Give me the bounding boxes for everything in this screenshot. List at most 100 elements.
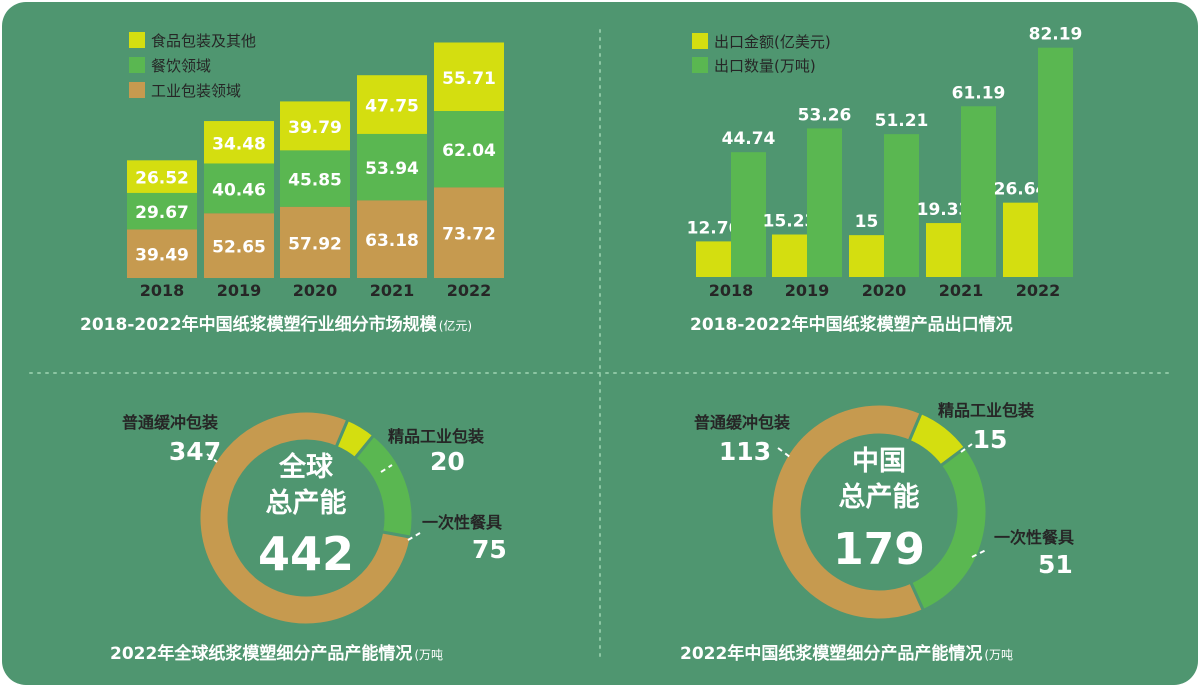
legend-label: 餐饮领域: [151, 57, 211, 75]
x-tick-label: 2019: [217, 281, 262, 300]
legend-swatch: [129, 82, 145, 98]
bar-value-label: 15: [855, 212, 879, 232]
x-tick-label: 2021: [939, 281, 984, 300]
bar: [961, 106, 996, 277]
bar-value-label: 53.26: [798, 105, 852, 125]
label-leader-line: [206, 453, 218, 463]
stacked-bar-segment: [204, 163, 274, 214]
bar-value-label: 53.94: [365, 159, 419, 179]
slice-name-label: 精品工业包装: [938, 401, 1034, 420]
donut-slice: [197, 409, 413, 627]
chart-unit: (亿元): [439, 318, 472, 333]
stacked-bar-segment: [204, 213, 274, 278]
chart-title: 2022年中国纸浆模塑细分产品产能情况: [680, 643, 982, 664]
donut-slice: [769, 402, 926, 622]
donut-center-label: 总产能: [839, 481, 920, 513]
bar-value-label: 44.74: [722, 129, 776, 149]
legend-label: 工业包装领域: [151, 82, 241, 100]
label-leader-line: [960, 443, 973, 453]
label-leader-line: [380, 464, 393, 473]
bar: [731, 152, 766, 277]
donut-total-value: 442: [258, 527, 354, 581]
donut-center-label: 中国: [852, 446, 906, 477]
slice-value-label: 15: [973, 425, 1008, 454]
label-leader-line: [777, 447, 791, 458]
bar: [884, 134, 919, 277]
bar-value-label: 55.71: [442, 69, 496, 89]
stacked-bar-segment: [280, 150, 350, 207]
stacked-bar-segment: [127, 160, 197, 193]
bar-value-label: 45.85: [288, 171, 342, 191]
legend-label: 出口数量(万吨): [714, 57, 816, 75]
donut-center-label: 全球: [278, 451, 334, 483]
bar-value-label: 61.19: [952, 83, 1006, 103]
bar-value-label: 19.33: [917, 200, 971, 220]
bar-value-label: 52.65: [212, 238, 266, 258]
legend-label: 食品包装及其他: [151, 32, 256, 50]
x-tick-label: 2020: [862, 281, 907, 300]
chart-title: 2022年全球纸浆模塑细分产品产能情况: [110, 643, 412, 664]
slice-value-label: 347: [169, 437, 221, 466]
bar-value-label: 39.79: [288, 118, 342, 138]
stacked-bar-segment: [357, 133, 427, 201]
slice-name-label: 一次性餐具: [994, 528, 1074, 547]
label-leader-line: [407, 532, 421, 541]
x-tick-label: 2018: [140, 281, 185, 300]
slice-name-label: 精品工业包装: [388, 427, 484, 446]
stacked-bar-segment: [434, 187, 504, 278]
stacked-bar-segment: [434, 111, 504, 188]
slice-name-label: 一次性餐具: [422, 513, 502, 532]
stacked-bar-segment: [434, 42, 504, 112]
stacked-bar-segment: [357, 75, 427, 134]
chart-unit: (万吨: [414, 648, 443, 662]
bar: [1038, 47, 1073, 278]
bar-value-label: 47.75: [365, 97, 419, 117]
bar-value-label: 12.76: [687, 218, 741, 238]
stacked-bar-segment: [357, 200, 427, 278]
stacked-bar-segment: [127, 229, 197, 278]
stacked-bar-segment: [204, 121, 274, 164]
legend-swatch: [692, 57, 708, 73]
x-tick-label: 2022: [1016, 281, 1061, 300]
slice-value-label: 75: [472, 535, 507, 564]
bar-value-label: 63.18: [365, 231, 419, 251]
bar: [696, 241, 731, 277]
x-tick-label: 2021: [370, 281, 415, 300]
stacked-bar-segment: [127, 192, 197, 230]
legend-swatch: [129, 32, 145, 48]
slice-value-label: 113: [719, 437, 771, 466]
chart-unit: (万吨: [984, 648, 1013, 662]
bar-value-label: 57.92: [288, 234, 342, 254]
bar-value-label: 26.64: [994, 180, 1048, 200]
bar-value-label: 34.48: [212, 134, 266, 154]
bar-value-label: 82.19: [1029, 25, 1083, 45]
bar-value-label: 51.21: [875, 111, 929, 131]
slice-name-label: 普通缓冲包装: [694, 413, 790, 432]
chart-title: 2018-2022年中国纸浆模塑行业细分市场规模: [80, 314, 438, 335]
donut-center-label: 总产能: [266, 487, 347, 519]
x-tick-label: 2019: [785, 281, 830, 300]
bar: [926, 223, 961, 277]
bar: [772, 234, 807, 277]
bar-value-label: 40.46: [212, 180, 266, 200]
bar: [807, 128, 842, 277]
bar-value-label: 39.49: [135, 246, 189, 266]
x-tick-label: 2022: [447, 281, 492, 300]
bar-value-label: 62.04: [442, 141, 496, 161]
x-tick-label: 2018: [709, 281, 754, 300]
legend-swatch: [692, 33, 708, 49]
x-tick-label: 2020: [293, 281, 338, 300]
donut-total-value: 179: [833, 524, 925, 575]
slice-name-label: 普通缓冲包装: [122, 413, 218, 432]
bar-value-label: 15.23: [763, 212, 817, 232]
stacked-bar-segment: [280, 206, 350, 278]
slice-value-label: 20: [430, 447, 465, 476]
bar-value-label: 29.67: [135, 203, 189, 223]
bar: [1003, 202, 1038, 277]
legend-label: 出口金额(亿美元): [714, 33, 831, 51]
bar-value-label: 26.52: [135, 169, 189, 189]
slice-value-label: 51: [1038, 550, 1073, 579]
bar-value-label: 73.72: [442, 225, 496, 245]
